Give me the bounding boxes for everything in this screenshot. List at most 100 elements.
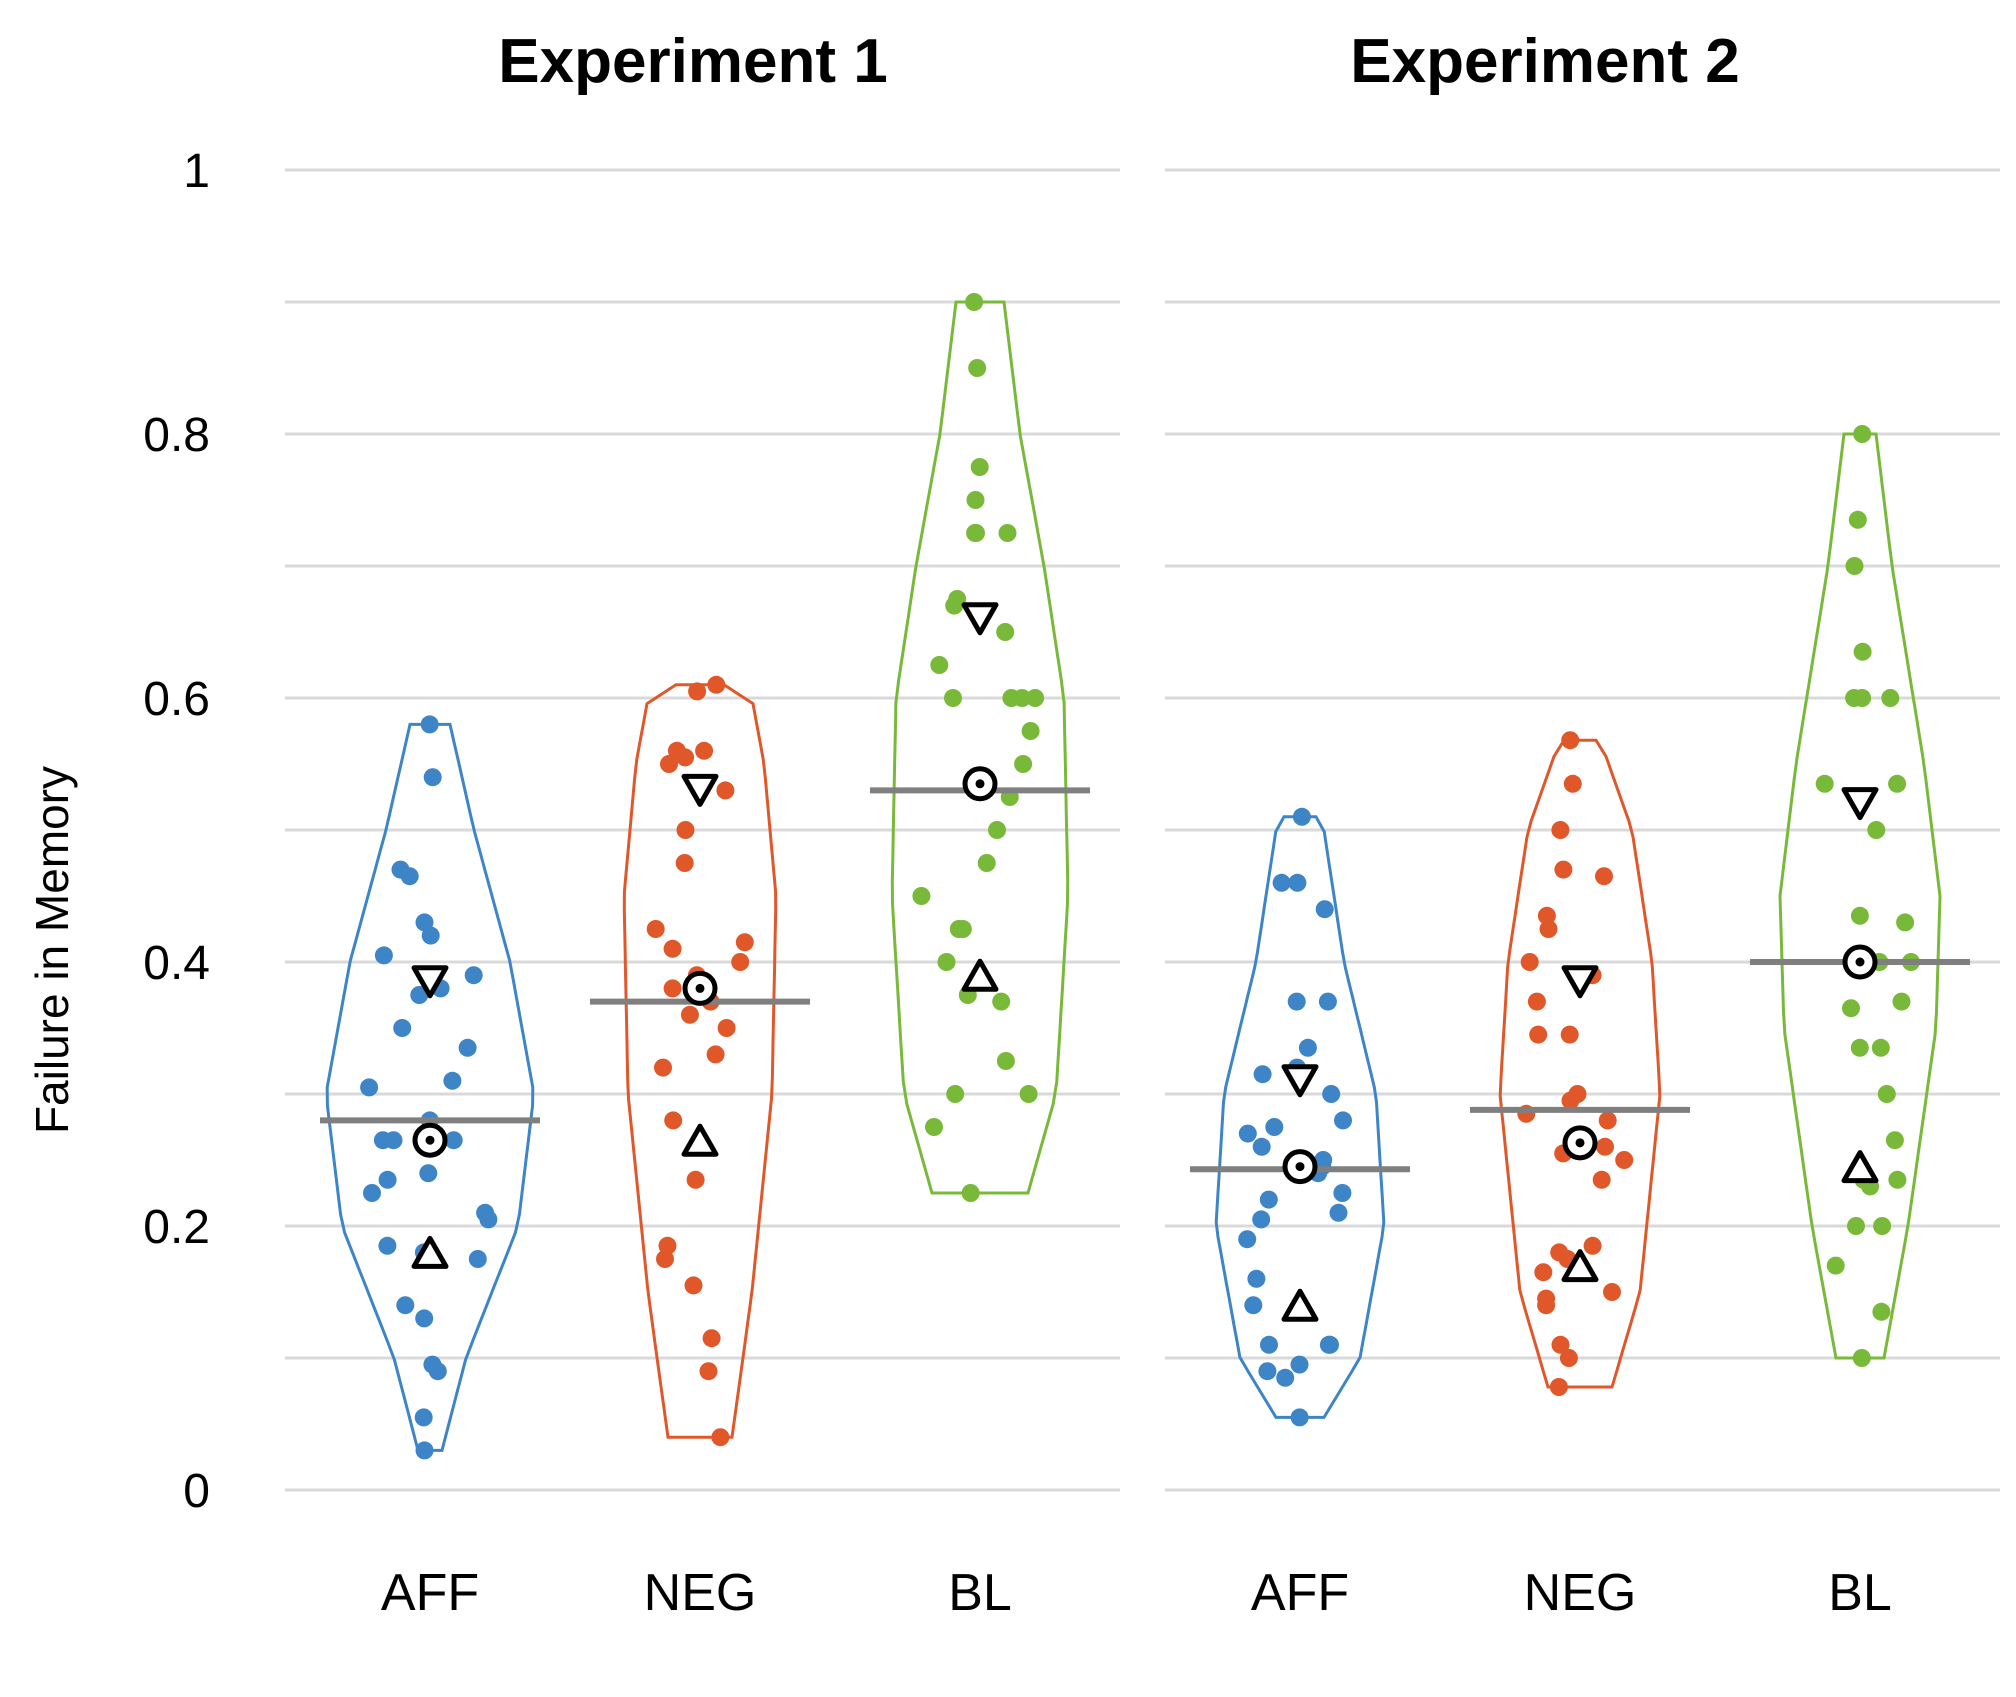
data-point-bl [925, 1118, 943, 1136]
data-point-bl [1881, 689, 1900, 707]
data-point-aff [1253, 1065, 1272, 1084]
data-point-aff [444, 1131, 463, 1150]
data-point-neg [654, 1058, 672, 1077]
data-point-aff [479, 1210, 498, 1229]
q1-marker-neg [1561, 1249, 1599, 1283]
data-point-aff [1265, 1118, 1284, 1136]
data-point-aff [400, 867, 419, 886]
data-points [360, 293, 1920, 1460]
data-point-bl [1871, 1038, 1890, 1057]
data-point-bl [996, 1052, 1015, 1070]
data-point-neg [1537, 1296, 1556, 1315]
data-point-neg [676, 748, 695, 767]
data-point-neg [702, 1329, 721, 1348]
y-axis: 0 0.2 0.4 0.6 0.8 1 [143, 145, 210, 1518]
data-point-neg [735, 933, 754, 952]
data-point-neg [1596, 1137, 1614, 1156]
q1-marker-aff [1281, 1288, 1319, 1322]
y-tick-label: 0.2 [143, 1201, 210, 1254]
data-point-bl [998, 524, 1017, 542]
data-point-aff [1329, 1203, 1348, 1222]
data-point-neg [711, 1428, 730, 1447]
median-marker-dot-aff [425, 1135, 435, 1145]
q1-marker-bl [1841, 1150, 1879, 1184]
violin-aff [325, 722, 535, 1452]
data-point-bl [1853, 642, 1872, 661]
data-point-aff [1290, 1408, 1309, 1427]
data-point-aff [414, 1408, 433, 1427]
violin-bl [1778, 432, 1942, 1360]
data-point-bl [1842, 999, 1860, 1018]
data-point-aff [428, 1362, 447, 1381]
data-point-bl [1826, 1256, 1845, 1275]
data-point-neg [688, 682, 707, 701]
data-point-bl [968, 359, 987, 377]
data-point-neg [1563, 774, 1582, 793]
data-point-bl [946, 1085, 965, 1103]
data-point-neg [676, 821, 695, 839]
data-point-aff [1288, 873, 1307, 892]
data-point-bl [945, 596, 964, 615]
q3-marker-neg [1561, 965, 1599, 999]
category-label-bl: BL [948, 1564, 1012, 1622]
q3-marker-aff [411, 965, 449, 999]
data-point-bl [1873, 1217, 1892, 1235]
violin-neg [1498, 738, 1662, 1389]
q1-marker-neg [681, 1123, 719, 1157]
data-point-bl [977, 854, 996, 872]
y-tick-label: 0.4 [143, 937, 210, 990]
median-marker-dot-neg [1575, 1138, 1585, 1148]
data-point-neg [680, 1005, 699, 1024]
category-label-neg: NEG [1524, 1564, 1637, 1622]
data-point-neg [664, 1111, 683, 1130]
data-point-aff [415, 1309, 434, 1328]
data-point-aff [396, 1296, 415, 1315]
data-point-bl [966, 524, 985, 542]
data-point-neg [1534, 1263, 1553, 1282]
data-point-neg [1561, 1091, 1580, 1110]
data-point-aff [373, 1131, 392, 1150]
data-point-aff [1247, 1269, 1266, 1288]
data-point-aff [421, 926, 440, 945]
data-point-bl [1850, 1038, 1869, 1057]
data-point-neg [1551, 1335, 1570, 1354]
data-point-bl [1877, 1085, 1896, 1103]
data-point-neg [686, 1170, 705, 1189]
violin-neg [622, 683, 778, 1439]
data-point-neg [716, 781, 735, 800]
data-point-aff [1252, 1137, 1271, 1156]
data-point-neg [731, 953, 750, 971]
data-point-neg [1583, 1236, 1602, 1255]
data-point-aff [1321, 1335, 1339, 1354]
data-point-aff [1315, 900, 1334, 919]
data-point-neg [1551, 821, 1570, 839]
data-point-neg [695, 741, 714, 760]
data-point-bl [1021, 722, 1040, 740]
data-point-aff [420, 715, 439, 734]
data-point-neg [707, 675, 726, 694]
data-point-aff [464, 966, 483, 985]
q1-marker-bl [961, 958, 999, 992]
data-point-aff [423, 768, 442, 787]
data-point-bl [1815, 774, 1834, 793]
data-point-aff [1238, 1124, 1257, 1143]
data-point-aff [458, 1038, 477, 1057]
median-marker-dot-bl [1855, 957, 1865, 967]
data-point-bl [944, 689, 962, 707]
median-marker-dot-neg [695, 983, 705, 993]
data-point-aff [468, 1250, 487, 1268]
data-point-neg [646, 920, 665, 938]
category-label-bl: BL [1828, 1564, 1892, 1622]
data-point-bl [970, 458, 989, 476]
data-point-bl [1013, 689, 1032, 707]
data-point-neg [684, 1276, 703, 1295]
data-point-aff [1276, 1368, 1295, 1387]
data-point-neg [660, 755, 678, 773]
q3-marker-neg [681, 773, 719, 807]
data-point-aff [443, 1071, 462, 1090]
data-point-aff [378, 1170, 397, 1189]
data-point-aff [1272, 873, 1291, 892]
data-point-aff [1322, 1085, 1341, 1103]
data-point-bl [937, 953, 956, 971]
